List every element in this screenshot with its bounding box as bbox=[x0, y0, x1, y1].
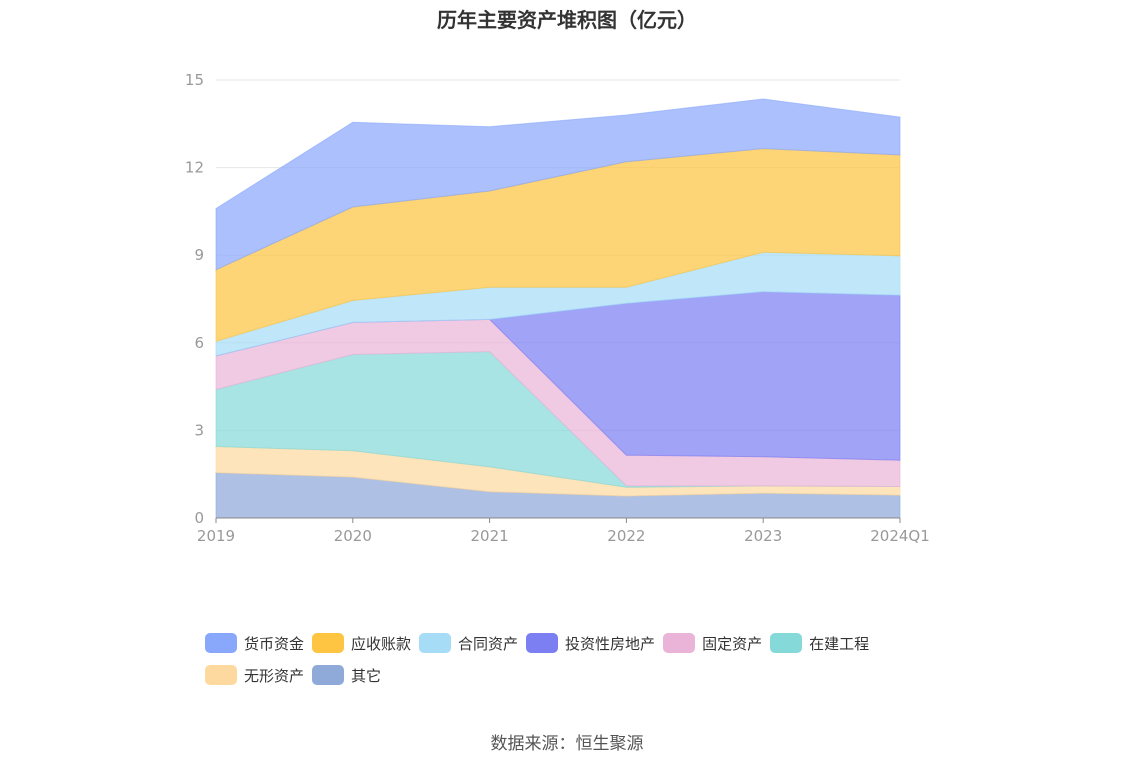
y-tick-label: 3 bbox=[194, 421, 204, 439]
legend-item[interactable]: 应收账款 bbox=[312, 632, 411, 654]
legend-label: 应收账款 bbox=[351, 634, 412, 653]
x-tick-label: 2021 bbox=[471, 527, 509, 545]
area-series bbox=[215, 98, 901, 519]
legend-swatch bbox=[770, 633, 803, 653]
y-tick-label: 0 bbox=[194, 509, 204, 527]
legend-label: 在建工程 bbox=[809, 634, 870, 653]
legend-item[interactable]: 其它 bbox=[312, 664, 381, 686]
legend-swatch bbox=[663, 633, 696, 653]
legend-label: 无形资产 bbox=[244, 666, 305, 685]
legend-label: 其它 bbox=[351, 666, 382, 685]
x-tick-label: 2023 bbox=[744, 527, 782, 545]
legend-swatch bbox=[419, 633, 452, 653]
legend-item[interactable]: 无形资产 bbox=[205, 664, 304, 686]
y-tick-label: 9 bbox=[194, 246, 204, 264]
legend-item[interactable]: 投资性房地产 bbox=[526, 632, 655, 654]
legend-label: 固定资产 bbox=[702, 634, 763, 653]
x-tick-label: 2019 bbox=[197, 527, 235, 545]
area-series-7 bbox=[215, 98, 901, 271]
legend-item[interactable]: 合同资产 bbox=[419, 632, 518, 654]
legend-swatch bbox=[312, 633, 345, 653]
chart-title: 历年主要资产堆积图（亿元） bbox=[437, 8, 697, 32]
legend-swatch bbox=[205, 633, 237, 653]
legend: 货币资金 应收账款 合同资产 投资性房地产 固定资产 在建工程 无形资产 其它 bbox=[205, 632, 965, 696]
legend-item[interactable]: 固定资产 bbox=[663, 632, 762, 654]
legend-label: 货币资金 bbox=[244, 634, 305, 653]
y-tick-label: 6 bbox=[194, 334, 204, 352]
legend-item[interactable]: 货币资金 bbox=[205, 632, 304, 654]
legend-swatch bbox=[526, 633, 559, 653]
x-tick-label: 2024Q1 bbox=[870, 527, 930, 545]
legend-label: 合同资产 bbox=[458, 634, 519, 653]
legend-row-2: 无形资产 其它 bbox=[205, 664, 965, 696]
legend-swatch bbox=[312, 665, 345, 685]
data-source-note: 数据来源：恒生聚源 bbox=[490, 734, 644, 754]
x-tick-label: 2022 bbox=[607, 527, 645, 545]
y-tick-label: 15 bbox=[185, 71, 204, 89]
stacked-area-chart: 0 3 6 9 12 15 2019 2020 2021 2022 2023 2024Q1 bbox=[185, 71, 930, 545]
legend-row-1: 货币资金 应收账款 合同资产 投资性房地产 固定资产 在建工程 bbox=[205, 632, 965, 664]
legend-item[interactable]: 在建工程 bbox=[770, 632, 869, 654]
y-tick-label: 12 bbox=[185, 159, 204, 177]
axes: 0 3 6 9 12 15 2019 2020 2021 2022 2023 2024Q1 bbox=[185, 71, 930, 545]
legend-swatch bbox=[205, 665, 237, 685]
x-tick-label: 2020 bbox=[334, 527, 372, 545]
legend-label: 投资性房地产 bbox=[565, 634, 656, 653]
